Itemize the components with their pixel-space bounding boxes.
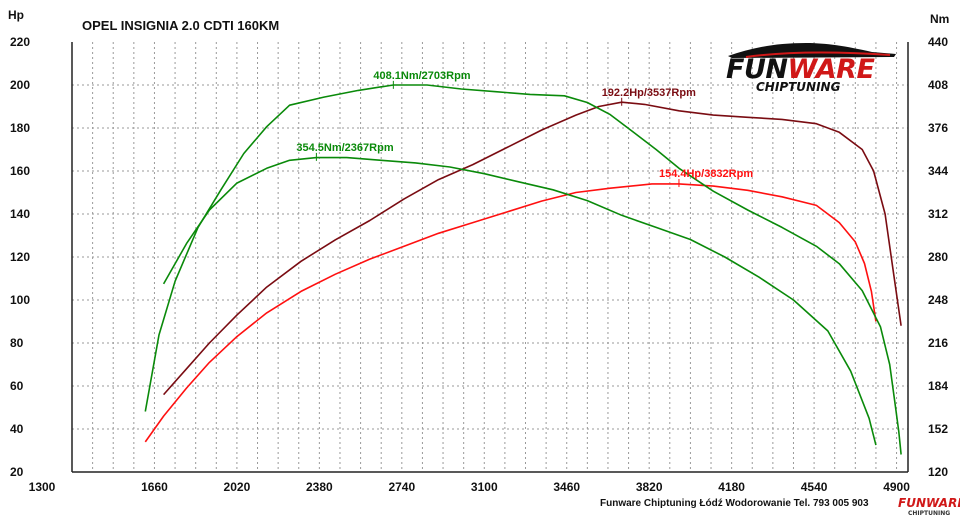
x-tick-label: 4540	[801, 480, 828, 494]
right-y-tick-label: 216	[928, 336, 948, 350]
x-tick-label: 4900	[883, 480, 910, 494]
left-y-tick-label: 100	[10, 293, 30, 307]
left-y-tick-label: 140	[10, 207, 30, 221]
right-y-tick-label: 376	[928, 121, 948, 135]
mini-logo: FUNWARE	[898, 496, 960, 510]
left-axis-unit: Hp	[8, 8, 24, 22]
x-tick-label: 2740	[388, 480, 415, 494]
annotation-label: 192.2Hp/3537Rpm	[602, 87, 696, 99]
x-tick-label: 3460	[553, 480, 580, 494]
right-y-tick-label: 248	[928, 293, 948, 307]
series-line-tuned_power	[163, 101, 902, 396]
right-y-tick-label: 120	[928, 465, 948, 479]
right-axis-unit: Nm	[930, 12, 950, 26]
x-tick-label: 3100	[471, 480, 498, 494]
right-y-axis-ticks: 120 152 184 216 248 280 312 344 376 408 440	[928, 35, 948, 479]
x-tick-label: 1300	[29, 480, 56, 494]
x-tick-label: 4180	[718, 480, 745, 494]
right-y-tick-label: 280	[928, 250, 948, 264]
x-tick-label: 3820	[636, 480, 663, 494]
chart-annotations: 408.1Nm/2703Rpm 354.5Nm/2367Rpm 192.2Hp/35…	[296, 70, 753, 188]
annotation-label: 408.1Nm/2703Rpm	[373, 70, 470, 82]
left-y-tick-label: 60	[10, 379, 24, 393]
right-y-tick-label: 440	[928, 35, 948, 49]
right-y-tick-label: 344	[928, 164, 948, 178]
car-silhouette-icon	[728, 43, 896, 58]
left-y-tick-label: 20	[10, 465, 24, 479]
right-y-tick-label: 152	[928, 422, 948, 436]
chart-grid	[72, 42, 908, 472]
left-y-tick-label: 120	[10, 250, 30, 264]
left-y-tick-label: 180	[10, 121, 30, 135]
series-line-stock_torque	[162, 156, 877, 446]
left-y-tick-label: 220	[10, 35, 30, 49]
plot-frame	[71, 42, 909, 473]
left-y-tick-label: 40	[10, 422, 24, 436]
logo-ware: WARE	[787, 54, 875, 85]
right-y-tick-label: 408	[928, 78, 948, 92]
logo-subtitle: CHIPTUNING	[756, 80, 841, 94]
chart-title: OPEL INSIGNIA 2.0 CDTI 160KM	[82, 18, 280, 33]
annotation-label: 154.4Hp/3832Rpm	[659, 168, 753, 180]
x-axis-ticks: 1300 1660 2020 2380 2740 3100 3460 3820 4180 4540…	[29, 480, 911, 494]
series-line-tuned_torque	[144, 84, 902, 455]
logo-wordmark: FUNWARE	[726, 54, 875, 85]
x-tick-label: 2020	[224, 480, 251, 494]
funware-logo: FUNWARE CHIPTUNING	[722, 38, 902, 98]
left-y-tick-label: 160	[10, 164, 30, 178]
series-line-stock_power	[144, 183, 877, 443]
mini-logo-subtitle: CHIPTUNING	[908, 510, 951, 517]
right-y-tick-label: 312	[928, 207, 948, 221]
left-y-tick-label: 200	[10, 78, 30, 92]
right-y-tick-label: 184	[928, 379, 948, 393]
logo-fun: FUN	[726, 54, 788, 85]
left-y-tick-label: 80	[10, 336, 24, 350]
series-lines	[144, 84, 902, 455]
left-y-axis-ticks: 20 40 60 80 100 120 140 160 180 200 220	[10, 35, 30, 479]
x-tick-label: 1660	[141, 480, 168, 494]
annotation-label: 354.5Nm/2367Rpm	[296, 142, 393, 154]
x-tick-label: 2380	[306, 480, 333, 494]
footer-contact: Funware Chiptuning Łódź Wodorowanie Tel.…	[600, 498, 869, 509]
